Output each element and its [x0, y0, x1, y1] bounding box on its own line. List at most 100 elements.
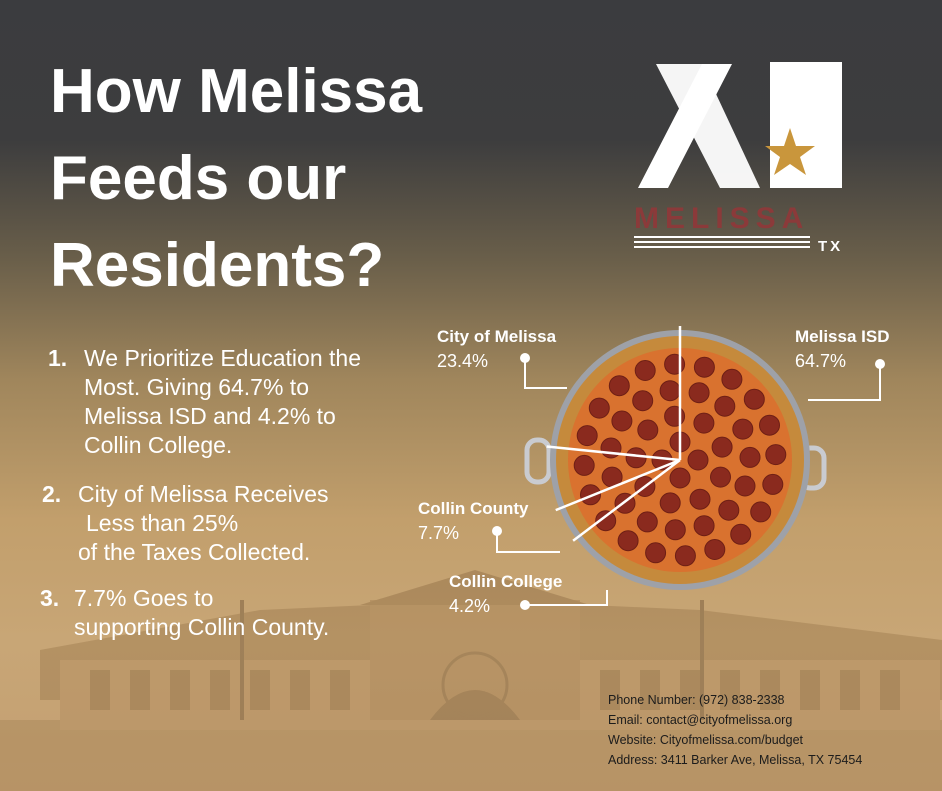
- logo-rule: [634, 241, 810, 243]
- list-item: 1. We Prioritize Education the Most. Giv…: [48, 344, 361, 458]
- pepperoni: [734, 475, 756, 497]
- slice-divider: [572, 459, 681, 542]
- list-item: 2. City of Melissa Receives Less than 25…: [42, 480, 329, 565]
- pepperoni: [689, 488, 711, 510]
- pepperoni: [595, 510, 617, 532]
- logo-diagonal: [656, 64, 760, 188]
- pie-label-collin-county: Collin County 7.7%: [418, 497, 528, 545]
- list-text: of the Taxes Collected.: [78, 539, 311, 565]
- pepperoni: [732, 418, 754, 440]
- pepperoni: [573, 454, 595, 476]
- list-text: Less than 25%: [86, 510, 239, 536]
- slice-dividers: [546, 326, 682, 542]
- list-text: Most. Giving 64.7% to: [84, 374, 309, 400]
- pepperoni-toppings: [573, 353, 787, 567]
- list-text: Collin College.: [84, 432, 233, 458]
- pepperoni: [687, 449, 709, 471]
- pepperoni: [664, 519, 686, 541]
- leader-line: [525, 590, 608, 606]
- pepperoni: [759, 414, 780, 436]
- list-number: 2.: [42, 481, 62, 507]
- pepperoni: [664, 353, 686, 375]
- pepperoni: [739, 446, 761, 468]
- pepperoni: [693, 515, 715, 537]
- slice-value: 23.4%: [437, 351, 489, 371]
- pepperoni: [637, 419, 659, 441]
- email-address: Email: contact@cityofmelissa.org: [608, 713, 793, 727]
- star-icon: [765, 128, 815, 175]
- pepperoni: [632, 390, 654, 412]
- pepperoni: [693, 412, 715, 434]
- pepperoni: [659, 380, 681, 402]
- list-text: supporting Collin County.: [74, 614, 330, 640]
- slice-name: Collin College: [449, 572, 563, 591]
- pepperoni: [718, 499, 740, 521]
- pie-label-city-of-melissa: City of Melissa 23.4%: [437, 325, 556, 373]
- logo-wordmark: MELISSA: [634, 202, 809, 235]
- logo-state: TX: [818, 238, 843, 255]
- website-link[interactable]: Website: Cityofmelissa.com/budget: [608, 733, 803, 747]
- pepperoni: [710, 466, 731, 488]
- pepperoni: [721, 368, 743, 390]
- page-title: How Melissa Feeds our Residents?: [50, 48, 422, 309]
- list-text: City of Melissa Receives: [78, 481, 329, 507]
- title-line: How Melissa: [50, 57, 423, 126]
- street-address: Address: 3411 Barker Ave, Melissa, TX 75…: [608, 753, 863, 767]
- leader-line: [496, 531, 560, 553]
- leader-dot: [492, 526, 502, 536]
- pepperoni: [688, 382, 710, 404]
- pepperoni: [669, 467, 691, 489]
- pepperoni: [762, 473, 784, 495]
- list-text: Melissa ISD and 4.2% to: [84, 403, 336, 429]
- pepperoni: [576, 425, 598, 447]
- pie-label-melissa-isd: Melissa ISD 64.7%: [795, 325, 890, 373]
- pepperoni: [730, 523, 752, 545]
- slice-value: 64.7%: [795, 351, 847, 371]
- slice-divider: [546, 445, 681, 462]
- list-number: 1.: [48, 345, 68, 371]
- pepperoni: [714, 395, 736, 417]
- pepperoni: [636, 511, 658, 533]
- logo-rule: [634, 236, 810, 238]
- pepperoni: [645, 542, 667, 564]
- slice-divider: [555, 458, 681, 512]
- pepperoni: [750, 501, 772, 523]
- pepperoni: [765, 444, 787, 466]
- logo-rule: [634, 246, 810, 248]
- title-line: Residents?: [50, 231, 385, 300]
- list-item: 3. 7.7% Goes to supporting Collin County…: [40, 584, 329, 640]
- slice-value: 4.2%: [449, 596, 491, 616]
- phone-number: Phone Number: (972) 838-2338: [608, 693, 785, 707]
- pepperoni: [608, 375, 630, 397]
- pepperoni: [674, 545, 696, 567]
- pepperoni: [659, 492, 681, 514]
- leader-line: [808, 364, 881, 401]
- pepperoni: [634, 360, 656, 381]
- contact-info: Phone Number: (972) 838-2338 Email: cont…: [608, 690, 862, 770]
- pepperoni: [664, 405, 686, 427]
- leader-dot: [875, 359, 885, 369]
- slice-name: Collin County: [418, 499, 529, 518]
- label-leader-lines: [492, 353, 885, 610]
- list-text: 7.7% Goes to: [74, 585, 214, 611]
- pan-handle-left: [524, 437, 552, 485]
- slice-name: City of Melissa: [437, 327, 557, 346]
- pepperoni: [588, 397, 610, 419]
- pepperoni: [617, 530, 639, 552]
- pepperoni: [693, 356, 715, 378]
- leader-dot: [520, 600, 530, 610]
- leader-line: [524, 358, 567, 389]
- melissa-logo: MELISSA TX: [634, 62, 843, 255]
- pepperoni: [704, 539, 726, 560]
- pie-label-collin-college: Collin College 4.2%: [449, 570, 562, 618]
- pepperoni: [743, 388, 765, 410]
- title-line: Feeds our: [50, 144, 347, 213]
- pepperoni: [711, 436, 733, 458]
- leader-dot: [520, 353, 530, 363]
- list-number: 3.: [40, 585, 60, 611]
- slice-name: Melissa ISD: [795, 327, 890, 346]
- slice-value: 7.7%: [418, 523, 460, 543]
- pepperoni: [611, 410, 633, 432]
